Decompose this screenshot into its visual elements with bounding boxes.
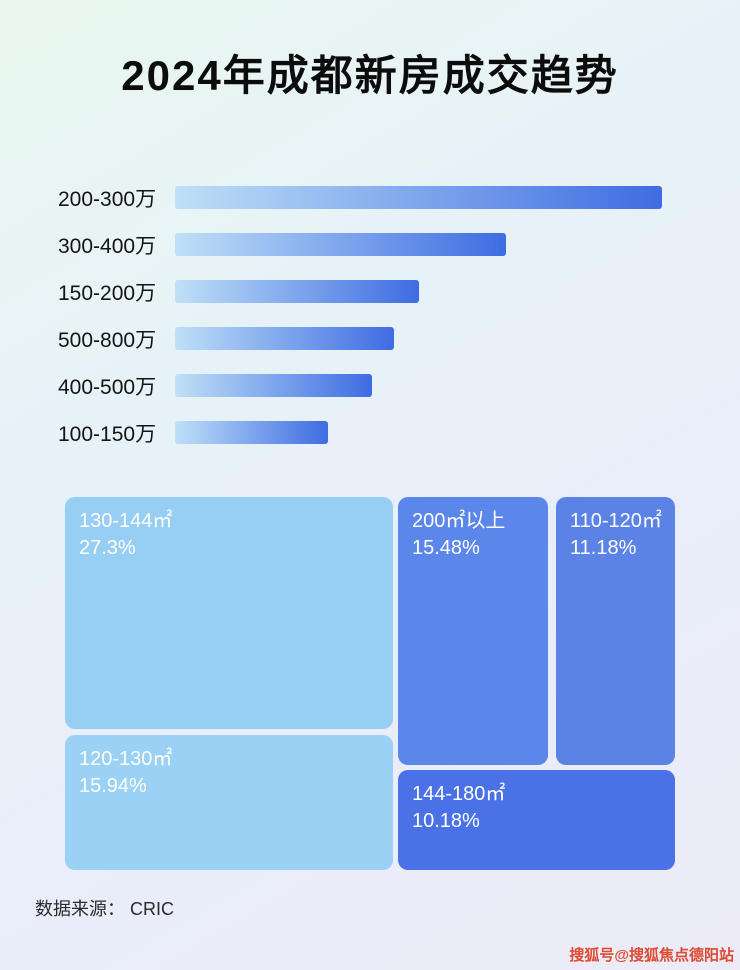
treemap-block-value: 10.18%: [412, 810, 480, 832]
bar-track: [175, 280, 662, 303]
treemap-block-value: 15.94%: [79, 775, 147, 797]
treemap-block-label: 110-120㎡: [570, 510, 662, 532]
treemap-block-value: 27.3%: [79, 537, 136, 559]
bar-row: 400-500万: [58, 374, 662, 399]
bar-fill: [175, 421, 329, 444]
watermark-text: 搜狐号@搜狐焦点德阳站: [569, 947, 734, 964]
bar-track: [175, 186, 662, 209]
bar-fill: [175, 374, 373, 397]
bar-fill: [175, 233, 507, 256]
treemap-block-110-120: 110-120㎡ 11.18%: [556, 497, 675, 765]
bar-track: [175, 421, 662, 444]
treemap-block-label: 130-144㎡: [79, 510, 173, 532]
treemap-block-label: 200㎡以上: [412, 510, 506, 532]
bar-track: [175, 327, 662, 350]
treemap-block-label: 120-130㎡: [79, 748, 173, 770]
treemap-block-144-180: 144-180㎡ 10.18%: [398, 770, 675, 870]
area-treemap: 130-144㎡ 27.3% 120-130㎡ 15.94% 200㎡以上 15…: [65, 497, 675, 870]
bar-fill: [175, 280, 419, 303]
bar-label: 100-150万: [58, 422, 157, 446]
bar-fill: [175, 327, 395, 350]
treemap-block-value: 11.18%: [570, 537, 637, 559]
bar-track: [175, 233, 662, 256]
data-source-label: 数据来源： CRIC: [35, 899, 174, 919]
treemap-block-130-144: 130-144㎡ 27.3%: [65, 497, 393, 729]
bar-label: 150-200万: [58, 281, 157, 305]
price-bar-chart: 200-300万 300-400万 150-200万 500-800万 400-…: [58, 186, 662, 468]
page-title: 2024年成都新房成交趋势: [121, 52, 619, 99]
bar-row: 100-150万: [58, 421, 662, 446]
bar-label: 400-500万: [58, 375, 157, 399]
bar-fill: [175, 186, 662, 209]
treemap-block-label: 144-180㎡: [412, 783, 506, 805]
bar-label: 200-300万: [58, 187, 157, 211]
bar-track: [175, 374, 662, 397]
bar-row: 200-300万: [58, 186, 662, 211]
treemap-block-120-130: 120-130㎡ 15.94%: [65, 735, 393, 870]
bar-label: 500-800万: [58, 328, 157, 352]
bar-row: 150-200万: [58, 280, 662, 305]
bar-label: 300-400万: [58, 234, 157, 258]
treemap-block-value: 15.48%: [412, 537, 480, 559]
treemap-block-200-plus: 200㎡以上 15.48%: [398, 497, 548, 765]
bar-row: 300-400万: [58, 233, 662, 258]
bar-row: 500-800万: [58, 327, 662, 352]
